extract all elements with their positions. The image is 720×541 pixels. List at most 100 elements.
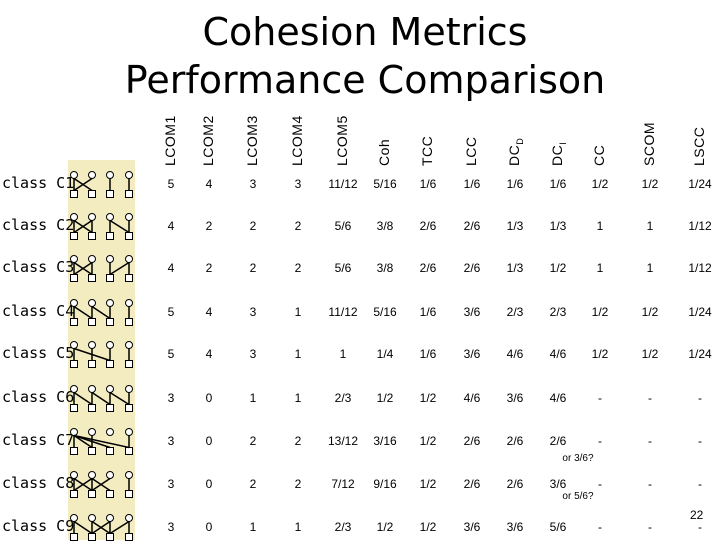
table-cell: 4 [205, 177, 213, 191]
table-cell: 3/6 [463, 520, 481, 534]
table-cell: 1 [596, 261, 604, 275]
class-label: class C1 [2, 174, 75, 192]
table-cell: 2 [249, 261, 257, 275]
c7-dci-note: or 3/6? [562, 453, 594, 464]
class-diagram [70, 171, 133, 198]
table-cell: 2 [249, 477, 257, 491]
class-label: class C7 [2, 431, 75, 449]
column-header-label: DCI [549, 141, 568, 166]
table-cell: 5/6 [334, 261, 352, 275]
table-cell: - [698, 391, 702, 405]
table-cell: 1/2 [376, 520, 394, 534]
table-cell: 3 [249, 305, 257, 319]
table-cell: 2/3 [334, 520, 352, 534]
table-cell: 4 [167, 219, 175, 233]
column-header-label: TCC [419, 135, 435, 166]
table-cell: 2 [249, 219, 257, 233]
table-cell: - [598, 391, 602, 405]
table-cell: 3 [167, 520, 175, 534]
table-cell: 1/24 [688, 177, 712, 191]
column-header-label: LCOM5 [334, 115, 350, 166]
class-diagram [70, 213, 133, 240]
table-cell: 1/12 [688, 219, 712, 233]
table-cell: 3 [167, 434, 175, 448]
table-cell: 1/3 [506, 219, 524, 233]
table-cell: 2/6 [463, 477, 481, 491]
class-diagram [70, 299, 133, 326]
table-cell: 1/2 [591, 177, 609, 191]
table-cell: 2 [294, 477, 302, 491]
column-header-label: LCC [463, 136, 479, 166]
column-header-label: LCOM1 [162, 115, 178, 166]
table-cell: 3/8 [376, 261, 394, 275]
table-cell: 1 [596, 219, 604, 233]
table-cell: 4 [167, 261, 175, 275]
table-cell: 1/2 [641, 347, 659, 361]
table-cell: - [648, 391, 652, 405]
table-cell: 0 [205, 477, 213, 491]
table-cell: 3/6 [549, 477, 567, 491]
table-cell: 1/4 [376, 347, 394, 361]
table-cell: 3/8 [376, 219, 394, 233]
table-cell: 2/6 [463, 434, 481, 448]
table-cell: 2 [294, 261, 302, 275]
table-cell: 3/6 [463, 305, 481, 319]
title-line-1: Cohesion Metrics [202, 10, 528, 54]
table-cell: - [698, 477, 702, 491]
class-diagram [70, 471, 133, 498]
table-cell: 2/6 [549, 434, 567, 448]
table-cell: 1/6 [419, 177, 437, 191]
table-cell: 1/24 [688, 305, 712, 319]
class-label: class C9 [2, 517, 75, 535]
class-label: class C5 [2, 344, 75, 362]
table-cell: 1/2 [549, 261, 567, 275]
column-header-label: LCOM2 [200, 115, 216, 166]
table-cell: 1/2 [376, 391, 394, 405]
table-cell: 1 [339, 347, 347, 361]
table-cell: 0 [205, 391, 213, 405]
column-header-label: CC [591, 144, 607, 166]
table-cell: 2 [294, 434, 302, 448]
table-cell: 1 [249, 520, 257, 534]
table-cell: 2/6 [463, 261, 481, 275]
table-cell: 2 [205, 219, 213, 233]
table-cell: 3 [294, 177, 302, 191]
table-cell: - [598, 520, 602, 534]
table-cell: 2/3 [549, 305, 567, 319]
table-cell: 0 [205, 434, 213, 448]
table-cell: 0 [205, 520, 213, 534]
class-diagram [70, 514, 133, 541]
table-cell: 1/2 [419, 520, 437, 534]
table-cell: 5/16 [373, 177, 397, 191]
table-cell: 2/6 [463, 219, 481, 233]
table-cell: - [598, 477, 602, 491]
table-cell: 2/6 [506, 477, 524, 491]
table-cell: 1/2 [419, 391, 437, 405]
table-cell: 1 [294, 347, 302, 361]
table-cell: 1 [294, 305, 302, 319]
table-cell: 1/6 [419, 305, 437, 319]
slide-title: Cohesion Metrics Performance Comparison [0, 8, 720, 104]
table-cell: 11/12 [328, 305, 358, 319]
table-cell: 1/2 [419, 477, 437, 491]
class-diagram [70, 255, 133, 282]
table-cell: 4 [205, 347, 213, 361]
table-cell: 1/6 [463, 177, 481, 191]
class-diagram [70, 385, 133, 412]
column-header-label: Coh [376, 138, 392, 166]
table-cell: 2 [205, 261, 213, 275]
table-cell: 1/12 [688, 261, 712, 275]
table-cell: 5/6 [549, 520, 567, 534]
table-cell: 2/6 [419, 219, 437, 233]
table-cell: 4/6 [463, 391, 481, 405]
table-cell: 5/6 [334, 219, 352, 233]
column-header-label: SCOM [641, 122, 657, 166]
table-cell: 1/6 [419, 347, 437, 361]
table-cell: 1/3 [549, 219, 567, 233]
table-cell: 2/6 [506, 434, 524, 448]
page-number: 22 [690, 508, 704, 522]
table-cell: 4/6 [549, 391, 567, 405]
table-cell: 1/2 [591, 305, 609, 319]
table-cell: 5 [167, 177, 175, 191]
table-cell: 1 [294, 520, 302, 534]
